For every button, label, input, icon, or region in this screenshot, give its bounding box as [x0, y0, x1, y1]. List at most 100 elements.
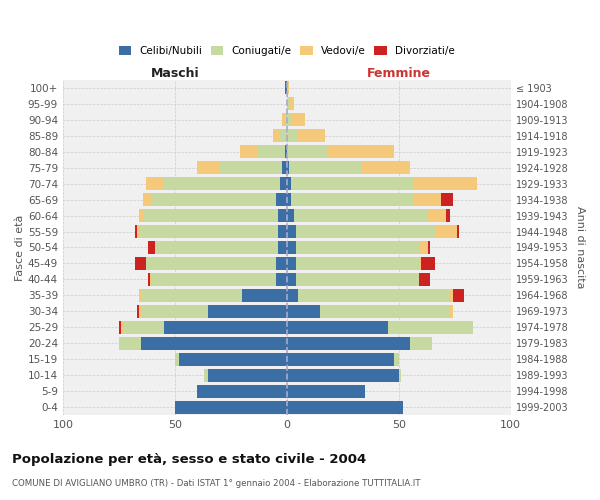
Bar [394, 353, 399, 366]
Bar [275, 193, 287, 206]
Bar [278, 209, 287, 222]
Bar [119, 321, 121, 334]
Bar [421, 257, 434, 270]
Bar [287, 289, 298, 302]
Bar [139, 225, 278, 238]
Bar [415, 177, 477, 190]
Bar [287, 98, 289, 110]
Bar [287, 193, 291, 206]
Bar [280, 177, 287, 190]
Bar [275, 257, 287, 270]
Y-axis label: Fasce di età: Fasce di età [15, 214, 25, 280]
Bar [152, 273, 275, 286]
Legend: Celibi/Nubili, Coniugati/e, Vedovi/e, Divorziati/e: Celibi/Nubili, Coniugati/e, Vedovi/e, Di… [115, 42, 459, 60]
Bar [298, 130, 325, 142]
Bar [287, 401, 403, 413]
Bar [296, 241, 419, 254]
Bar [415, 193, 442, 206]
Bar [146, 177, 164, 190]
Bar [287, 177, 291, 190]
Bar [284, 114, 287, 126]
Bar [139, 209, 143, 222]
Bar [320, 305, 450, 318]
Bar [446, 209, 450, 222]
Bar [283, 114, 284, 126]
Bar [296, 225, 434, 238]
Bar [141, 289, 242, 302]
Bar [287, 337, 410, 349]
Bar [220, 162, 283, 174]
Bar [164, 177, 280, 190]
Bar [287, 82, 289, 94]
Bar [287, 130, 298, 142]
Bar [419, 257, 421, 270]
Bar [208, 305, 287, 318]
Text: Popolazione per età, sesso e stato civile - 2004: Popolazione per età, sesso e stato civil… [12, 452, 366, 466]
Bar [284, 146, 287, 158]
Bar [399, 369, 401, 382]
Bar [208, 369, 287, 382]
Bar [296, 257, 419, 270]
Bar [287, 257, 296, 270]
Bar [434, 225, 457, 238]
Bar [137, 225, 139, 238]
Bar [179, 353, 287, 366]
Bar [457, 225, 459, 238]
Bar [327, 146, 394, 158]
Bar [119, 337, 141, 349]
Bar [428, 241, 430, 254]
Bar [450, 289, 452, 302]
Bar [121, 321, 124, 334]
Bar [296, 273, 419, 286]
Bar [428, 209, 446, 222]
Bar [287, 353, 394, 366]
Bar [139, 305, 141, 318]
Bar [137, 305, 139, 318]
Bar [291, 193, 415, 206]
Bar [278, 241, 287, 254]
Bar [152, 193, 275, 206]
Text: Maschi: Maschi [151, 67, 199, 80]
Text: COMUNE DI AVIGLIANO UMBRO (TR) - Dati ISTAT 1° gennaio 2004 - Elaborazione TUTTI: COMUNE DI AVIGLIANO UMBRO (TR) - Dati IS… [12, 479, 421, 488]
Bar [287, 321, 388, 334]
Bar [287, 225, 296, 238]
Text: Femmine: Femmine [367, 67, 431, 80]
Bar [204, 369, 208, 382]
Bar [280, 130, 287, 142]
Bar [410, 337, 433, 349]
Bar [284, 82, 287, 94]
Bar [287, 114, 291, 126]
Bar [148, 241, 155, 254]
Bar [289, 98, 293, 110]
Bar [287, 385, 365, 398]
Bar [274, 130, 280, 142]
Bar [146, 257, 275, 270]
Bar [283, 162, 287, 174]
Bar [442, 193, 452, 206]
Bar [257, 146, 284, 158]
Bar [287, 305, 320, 318]
Bar [287, 209, 293, 222]
Bar [134, 225, 137, 238]
Bar [287, 162, 289, 174]
Bar [139, 289, 141, 302]
Bar [278, 225, 287, 238]
Bar [164, 321, 287, 334]
Bar [134, 257, 146, 270]
Bar [148, 273, 150, 286]
Bar [175, 353, 179, 366]
Bar [242, 289, 287, 302]
Bar [287, 273, 296, 286]
Bar [287, 146, 327, 158]
Bar [150, 273, 152, 286]
Bar [143, 193, 152, 206]
Bar [452, 289, 464, 302]
Bar [289, 162, 361, 174]
Bar [124, 321, 164, 334]
Bar [291, 114, 305, 126]
Bar [143, 209, 278, 222]
Bar [291, 177, 415, 190]
Bar [419, 241, 428, 254]
Bar [175, 401, 287, 413]
Bar [419, 273, 430, 286]
